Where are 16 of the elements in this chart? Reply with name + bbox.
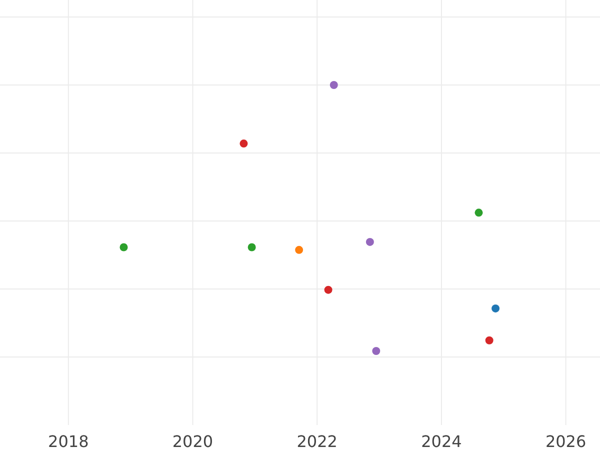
point bbox=[248, 243, 256, 252]
point bbox=[372, 347, 380, 355]
point bbox=[330, 81, 338, 89]
point bbox=[366, 238, 374, 246]
point bbox=[295, 246, 304, 254]
point bbox=[492, 304, 500, 312]
x-tick-label: 2026 bbox=[545, 432, 586, 450]
point bbox=[240, 140, 248, 148]
x-tick-label: 2024 bbox=[421, 432, 462, 450]
point bbox=[474, 208, 483, 217]
point bbox=[324, 286, 332, 294]
x-tick-label: 2022 bbox=[296, 432, 338, 450]
point bbox=[120, 243, 128, 252]
x-tick-label: 2018 bbox=[48, 432, 89, 450]
point bbox=[485, 336, 494, 344]
x-tick-label: 2020 bbox=[172, 432, 214, 450]
